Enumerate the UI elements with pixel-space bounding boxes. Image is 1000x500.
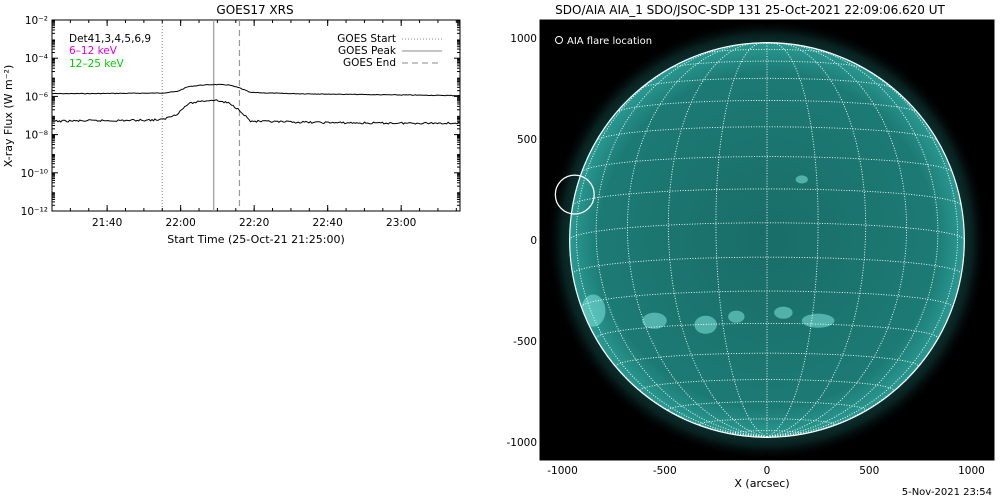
aia-y-tick-label: -500 [513,336,537,348]
goes-y-axis-label: X-ray Flux (W m⁻²) [2,65,15,167]
aia-longitude-line [627,43,768,438]
goes-band-high-label: 12–25 keV [69,58,124,70]
aia-x-axis-label: X (arcsec) [734,477,789,490]
aia-longitude-line [595,44,768,438]
aia-axes: -1000 -500 0 500 1000 -1000 -500 0 500 1000 [506,20,994,477]
legend-goes-end-label: GOES End [343,57,396,69]
aia-longitude-line [766,42,819,438]
goes-x-tick-label: 21:40 [92,217,122,229]
aia-longitude-line [667,42,768,438]
aia-legend-circle-icon [555,36,563,44]
goes-axes: 21:40 22:00 22:20 22:40 23:00 10⁻² 10⁻⁴ 10⁻⁶ 10⁻… [21,15,460,229]
aia-active-region [728,310,745,323]
legend-goes-start-label: GOES Start [337,33,396,45]
aia-flare-location-circle [554,174,595,215]
goes-legend: GOES Start GOES Peak GOES End [337,33,442,69]
aia-latitude-line [639,379,895,391]
aia-longitude-line [575,53,768,438]
goes-y-tick-label: 10⁻⁴ [25,53,48,65]
aia-latitude-line [581,156,953,173]
aia-active-region [795,175,808,184]
goes-x-tick-label: 22:00 [166,217,196,229]
aia-latitude-line [615,352,919,367]
aia-active-region [642,312,667,329]
aia-longitude-line [766,44,939,438]
goes-y-tick-label: 10⁻¹² [21,206,48,218]
goes-y-tick-label: 10⁻⁸ [25,130,48,142]
aia-longitude-line [766,53,959,438]
goes-x-tick-label: 23:00 [386,217,416,229]
goes-series-0 [52,83,461,97]
aia-legend: AIA flare location [555,36,652,47]
goes-y-tick-label: 10⁻² [25,15,48,27]
goes-marks [51,20,461,211]
goes-lightcurve-chart: GOES17 XRS 21:40 22:00 22:20 22:40 23:00 10⁻²… [2,3,461,246]
aia-latitude-line [669,60,865,69]
aia-solar-disk [569,42,965,438]
aia-active-region [694,315,717,334]
aia-y-tick-label: 1000 [510,33,537,45]
aia-y-tick-label: -1000 [506,437,537,449]
goes-y-tick-label: 10⁻¹⁰ [21,168,48,180]
goes-series-1 [51,99,461,125]
aia-x-tick-label: -500 [653,465,677,477]
goes-plot-frame [51,19,461,212]
aia-longitude-line [715,42,768,438]
aia-y-tick-label: 0 [530,235,537,247]
aia-x-tick-label: 1000 [958,465,985,477]
aia-latitude-line [640,77,894,89]
goes-y-tick-label: 10⁻⁶ [25,91,48,103]
aia-limb [569,42,965,438]
aia-x-tick-label: 0 [764,465,771,477]
goes-x-axis-label: Start Time (25-Oct-21 21:25:00) [167,233,345,246]
legend-goes-peak-label: GOES Peak [338,45,397,57]
aia-active-region [801,313,835,328]
aia-x-tick-label: 500 [859,465,879,477]
aia-marks [546,20,988,460]
aia-active-region [580,294,606,327]
aia-active-region [774,306,793,319]
aia-latitude-line [581,290,953,308]
aia-longitude-line [766,43,907,438]
goes-chart-title: GOES17 XRS [216,3,293,17]
aia-latitude-line [701,48,833,55]
goes-x-tick-label: 22:20 [239,217,269,229]
goes-detectors-label: Det41,3,4,5,6,9 [69,33,151,45]
aia-y-tick-label: 500 [517,134,537,146]
aia-legend-label: AIA flare location [567,36,652,47]
timestamp-footer: 5-Nov-2021 23:54 [901,487,992,498]
goes-band-low-label: 6–12 keV [69,45,118,57]
aia-image-chart: SDO/AIA AIA_1 SDO/JSOC-SDP 131 25-Oct-20… [506,3,995,490]
aia-latitude-line [699,418,835,425]
aia-longitude-line [766,42,867,438]
aia-chart-title: SDO/AIA AIA_1 SDO/JSOC-SDP 131 25-Oct-20… [555,3,945,17]
goes-x-tick-label: 22:40 [313,217,343,229]
aia-x-tick-label: -1000 [547,465,578,477]
